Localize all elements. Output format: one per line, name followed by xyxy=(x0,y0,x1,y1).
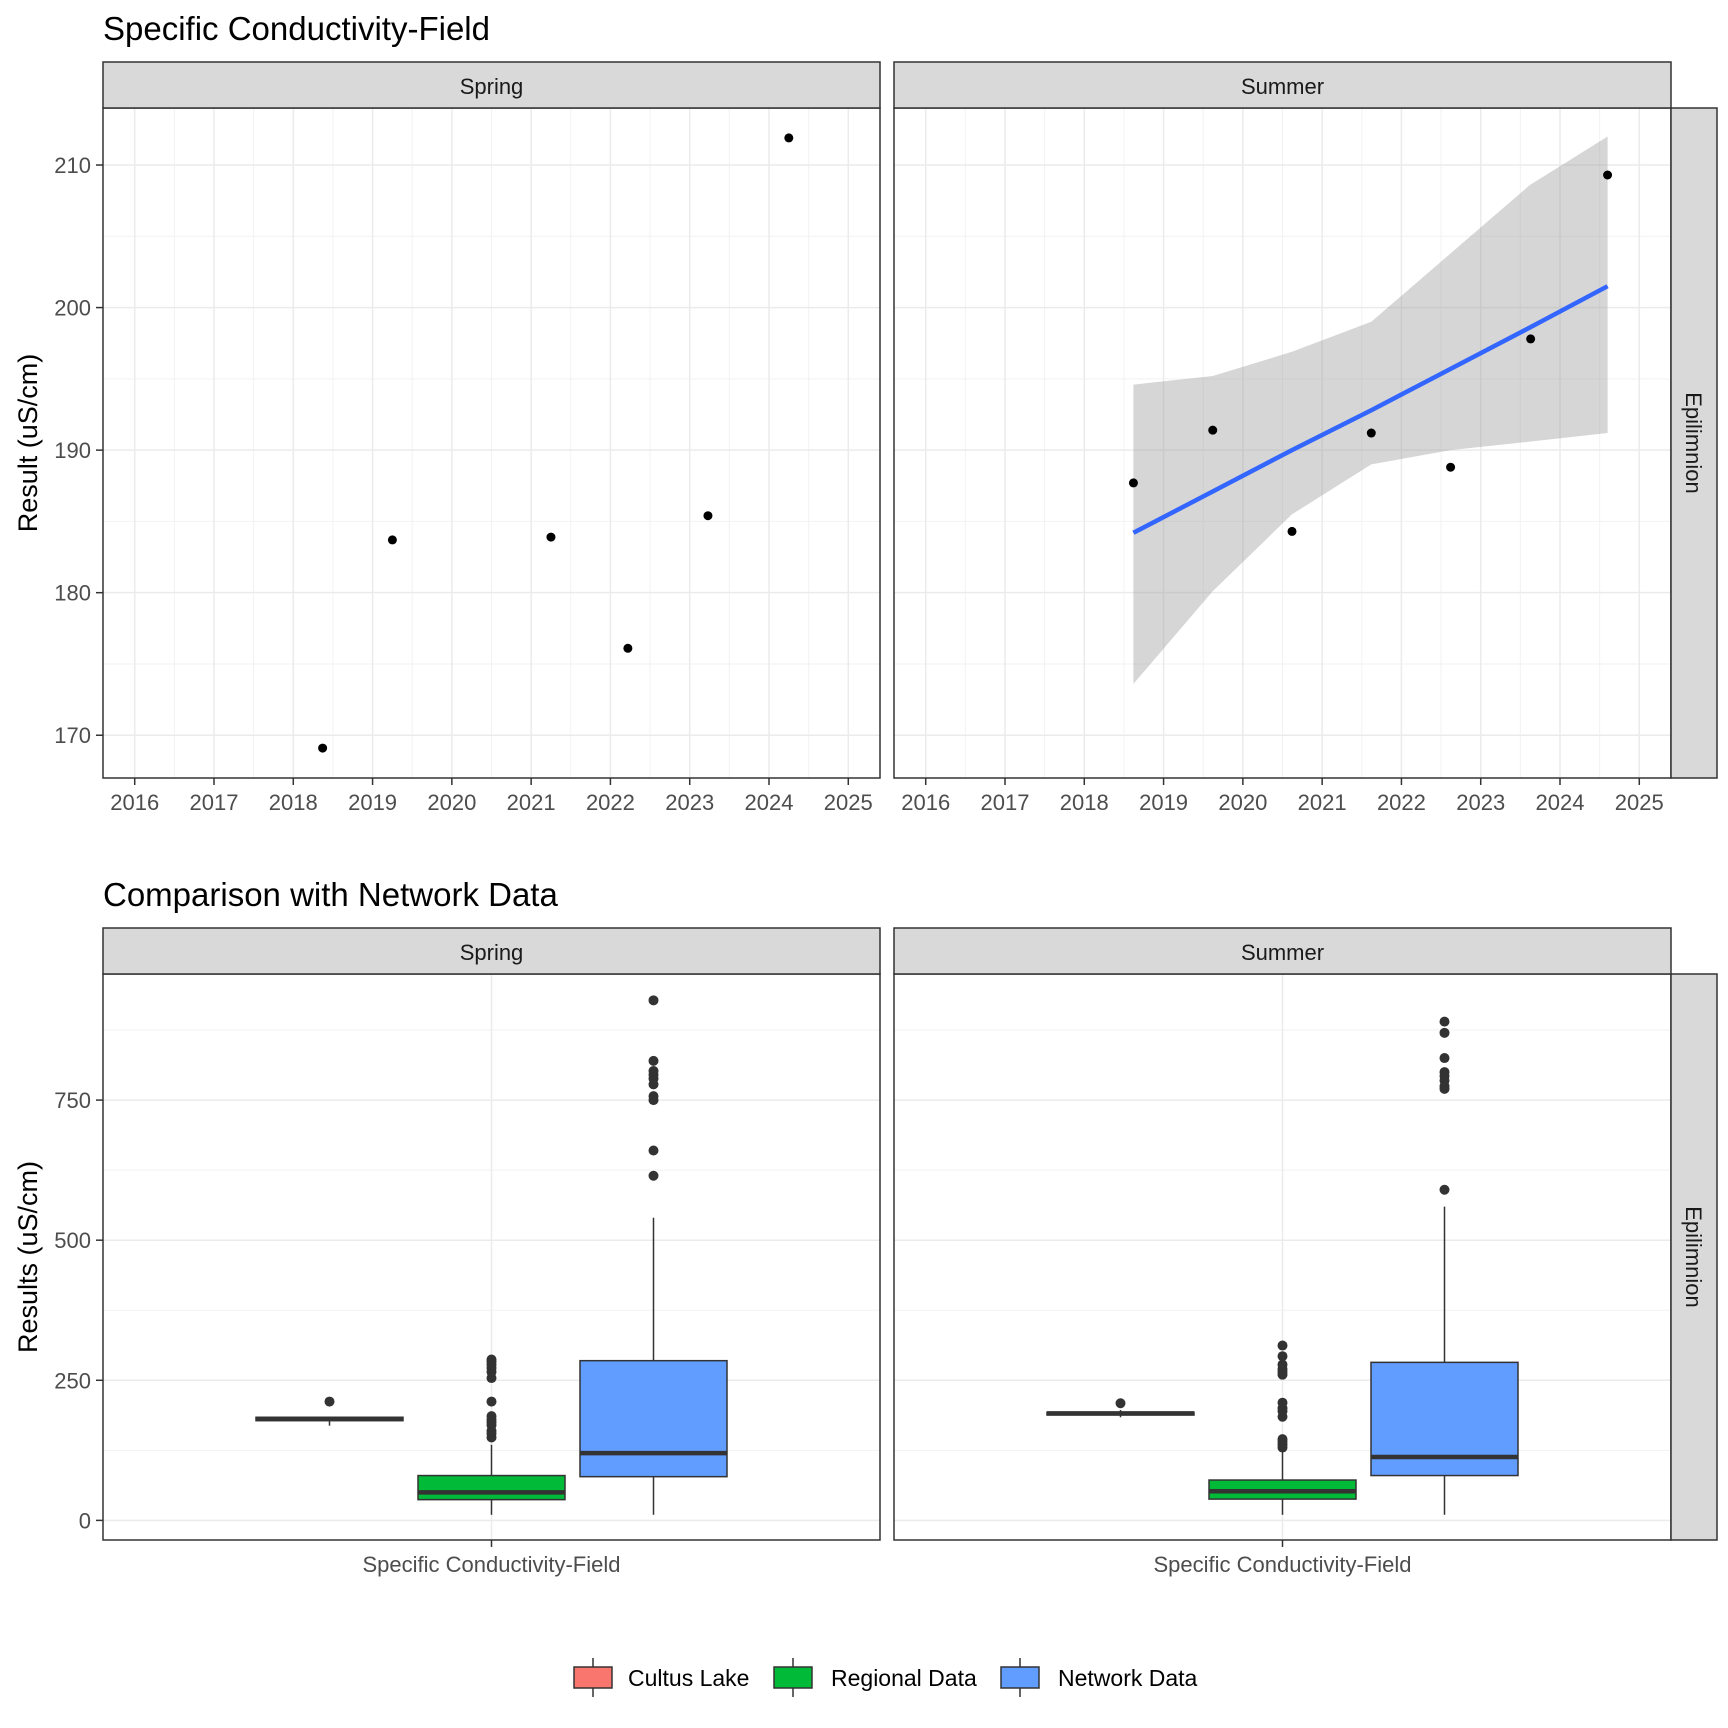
x-tick-label: 2019 xyxy=(1139,790,1188,815)
outlier-point xyxy=(1115,1398,1126,1409)
legend-label: Regional Data xyxy=(831,1665,977,1691)
x-tick-label: 2018 xyxy=(269,790,318,815)
outlier-point xyxy=(486,1354,497,1365)
legend-item-network-data: Network Data xyxy=(1000,1658,1198,1697)
outlier-point xyxy=(1277,1397,1288,1408)
outlier-point xyxy=(1439,1067,1450,1078)
box xyxy=(579,1359,728,1478)
legend-key-swatch xyxy=(1000,1666,1040,1689)
bottom-right-strip xyxy=(893,927,1672,975)
outlier-point xyxy=(648,1091,659,1102)
top-row-strip xyxy=(1670,107,1718,779)
top-right-strip xyxy=(893,61,1672,109)
x-tick-label: 2022 xyxy=(1377,790,1426,815)
outlier-point xyxy=(1439,1184,1450,1195)
outlier-point xyxy=(486,1411,497,1422)
y-tick-label: 180 xyxy=(54,581,91,606)
bottom-row-strip xyxy=(1670,973,1718,1541)
data-point xyxy=(1128,478,1138,488)
legend-label: Cultus Lake xyxy=(628,1665,749,1691)
bottom-right-strip-label: Summer xyxy=(1241,940,1324,965)
x-tick-label: 2024 xyxy=(745,790,794,815)
data-point xyxy=(1446,462,1456,472)
data-point xyxy=(1526,334,1536,344)
box xyxy=(417,1474,566,1501)
bottom-chart-title: Comparison with Network Data xyxy=(103,876,558,913)
outlier-point xyxy=(648,1055,659,1066)
data-point xyxy=(387,535,397,545)
y-tick-label: 210 xyxy=(54,153,91,178)
y-tick-label: 750 xyxy=(54,1088,91,1113)
y-tick-label: 170 xyxy=(54,723,91,748)
x-tick-label: 2021 xyxy=(507,790,556,815)
grid-layer xyxy=(103,108,1671,1540)
data-point xyxy=(1366,428,1376,438)
outlier-point xyxy=(1439,1053,1450,1064)
legend-key-swatch xyxy=(573,1666,613,1689)
data-point xyxy=(1208,425,1218,435)
data-point xyxy=(703,511,713,521)
x-tick-label: 2019 xyxy=(348,790,397,815)
x-tick-label: 2020 xyxy=(1218,790,1267,815)
top-chart-title: Specific Conductivity-Field xyxy=(103,10,490,47)
frame-layer: 2016 2017 2018 2019 2020 2021 2022 2023 2024 2025… xyxy=(54,107,1672,1547)
outlier-point xyxy=(1277,1351,1288,1362)
bottom-left-strip xyxy=(102,927,881,975)
x-tick-label: 2023 xyxy=(1456,790,1505,815)
trend-line xyxy=(1132,284,1609,535)
top-left-strip xyxy=(102,61,881,109)
outlier-point xyxy=(1277,1340,1288,1351)
y-tick-label: 190 xyxy=(54,438,91,463)
top-row-strip-label: Epilimnion xyxy=(1681,392,1706,494)
outlier-point xyxy=(648,1145,659,1156)
legend-key-swatch xyxy=(773,1666,813,1689)
y-tick-label: 500 xyxy=(54,1228,91,1253)
y-tick-label: 0 xyxy=(79,1508,91,1533)
data-layer xyxy=(255,133,1613,1515)
x-tick-label: 2025 xyxy=(824,790,873,815)
x-tick-label: 2023 xyxy=(665,790,714,815)
bottom-row-strip-label: Epilimnion xyxy=(1681,1206,1706,1308)
x-tick-label: 2020 xyxy=(427,790,476,815)
bottom-right-x-category-label: Specific Conductivity-Field xyxy=(1154,1552,1412,1577)
x-tick-label: 2017 xyxy=(981,790,1030,815)
y-tick-label: 250 xyxy=(54,1368,91,1393)
data-point xyxy=(784,133,794,143)
top-left-strip-label: Spring xyxy=(460,74,524,99)
data-point xyxy=(623,643,633,653)
top-y-axis-title: Result (uS/cm) xyxy=(13,354,43,533)
x-tick-label: 2024 xyxy=(1536,790,1585,815)
outlier-point xyxy=(324,1396,335,1407)
legend: Cultus Lake Regional Data Network Data xyxy=(573,1658,1198,1697)
outlier-point xyxy=(486,1396,497,1407)
outlier-point xyxy=(1277,1434,1288,1445)
x-tick-label: 2016 xyxy=(901,790,950,815)
y-tick-label: 200 xyxy=(54,296,91,321)
x-tick-label: 2025 xyxy=(1615,790,1664,815)
outlier-point xyxy=(648,1065,659,1076)
legend-label: Network Data xyxy=(1058,1665,1198,1691)
x-tick-label: 2018 xyxy=(1060,790,1109,815)
x-tick-label: 2016 xyxy=(110,790,159,815)
bottom-y-axis-title: Results (uS/cm) xyxy=(13,1161,43,1353)
outlier-point xyxy=(1439,1016,1450,1027)
x-tick-label: 2022 xyxy=(586,790,635,815)
legend-item-cultus-lake: Cultus Lake xyxy=(573,1658,749,1697)
data-point xyxy=(1287,526,1297,536)
bottom-left-strip-label: Spring xyxy=(460,940,524,965)
outlier-point xyxy=(648,1170,659,1181)
legend-item-regional-data: Regional Data xyxy=(773,1658,977,1697)
bottom-left-x-category-label: Specific Conductivity-Field xyxy=(363,1552,621,1577)
data-point xyxy=(546,532,556,542)
outlier-point xyxy=(648,995,659,1006)
outlier-point xyxy=(1439,1027,1450,1038)
x-tick-label: 2017 xyxy=(190,790,239,815)
x-tick-label: 2021 xyxy=(1298,790,1347,815)
data-point xyxy=(318,743,328,753)
data-point xyxy=(1603,170,1613,180)
outlier-point xyxy=(1277,1359,1288,1370)
top-right-strip-label: Summer xyxy=(1241,74,1324,99)
